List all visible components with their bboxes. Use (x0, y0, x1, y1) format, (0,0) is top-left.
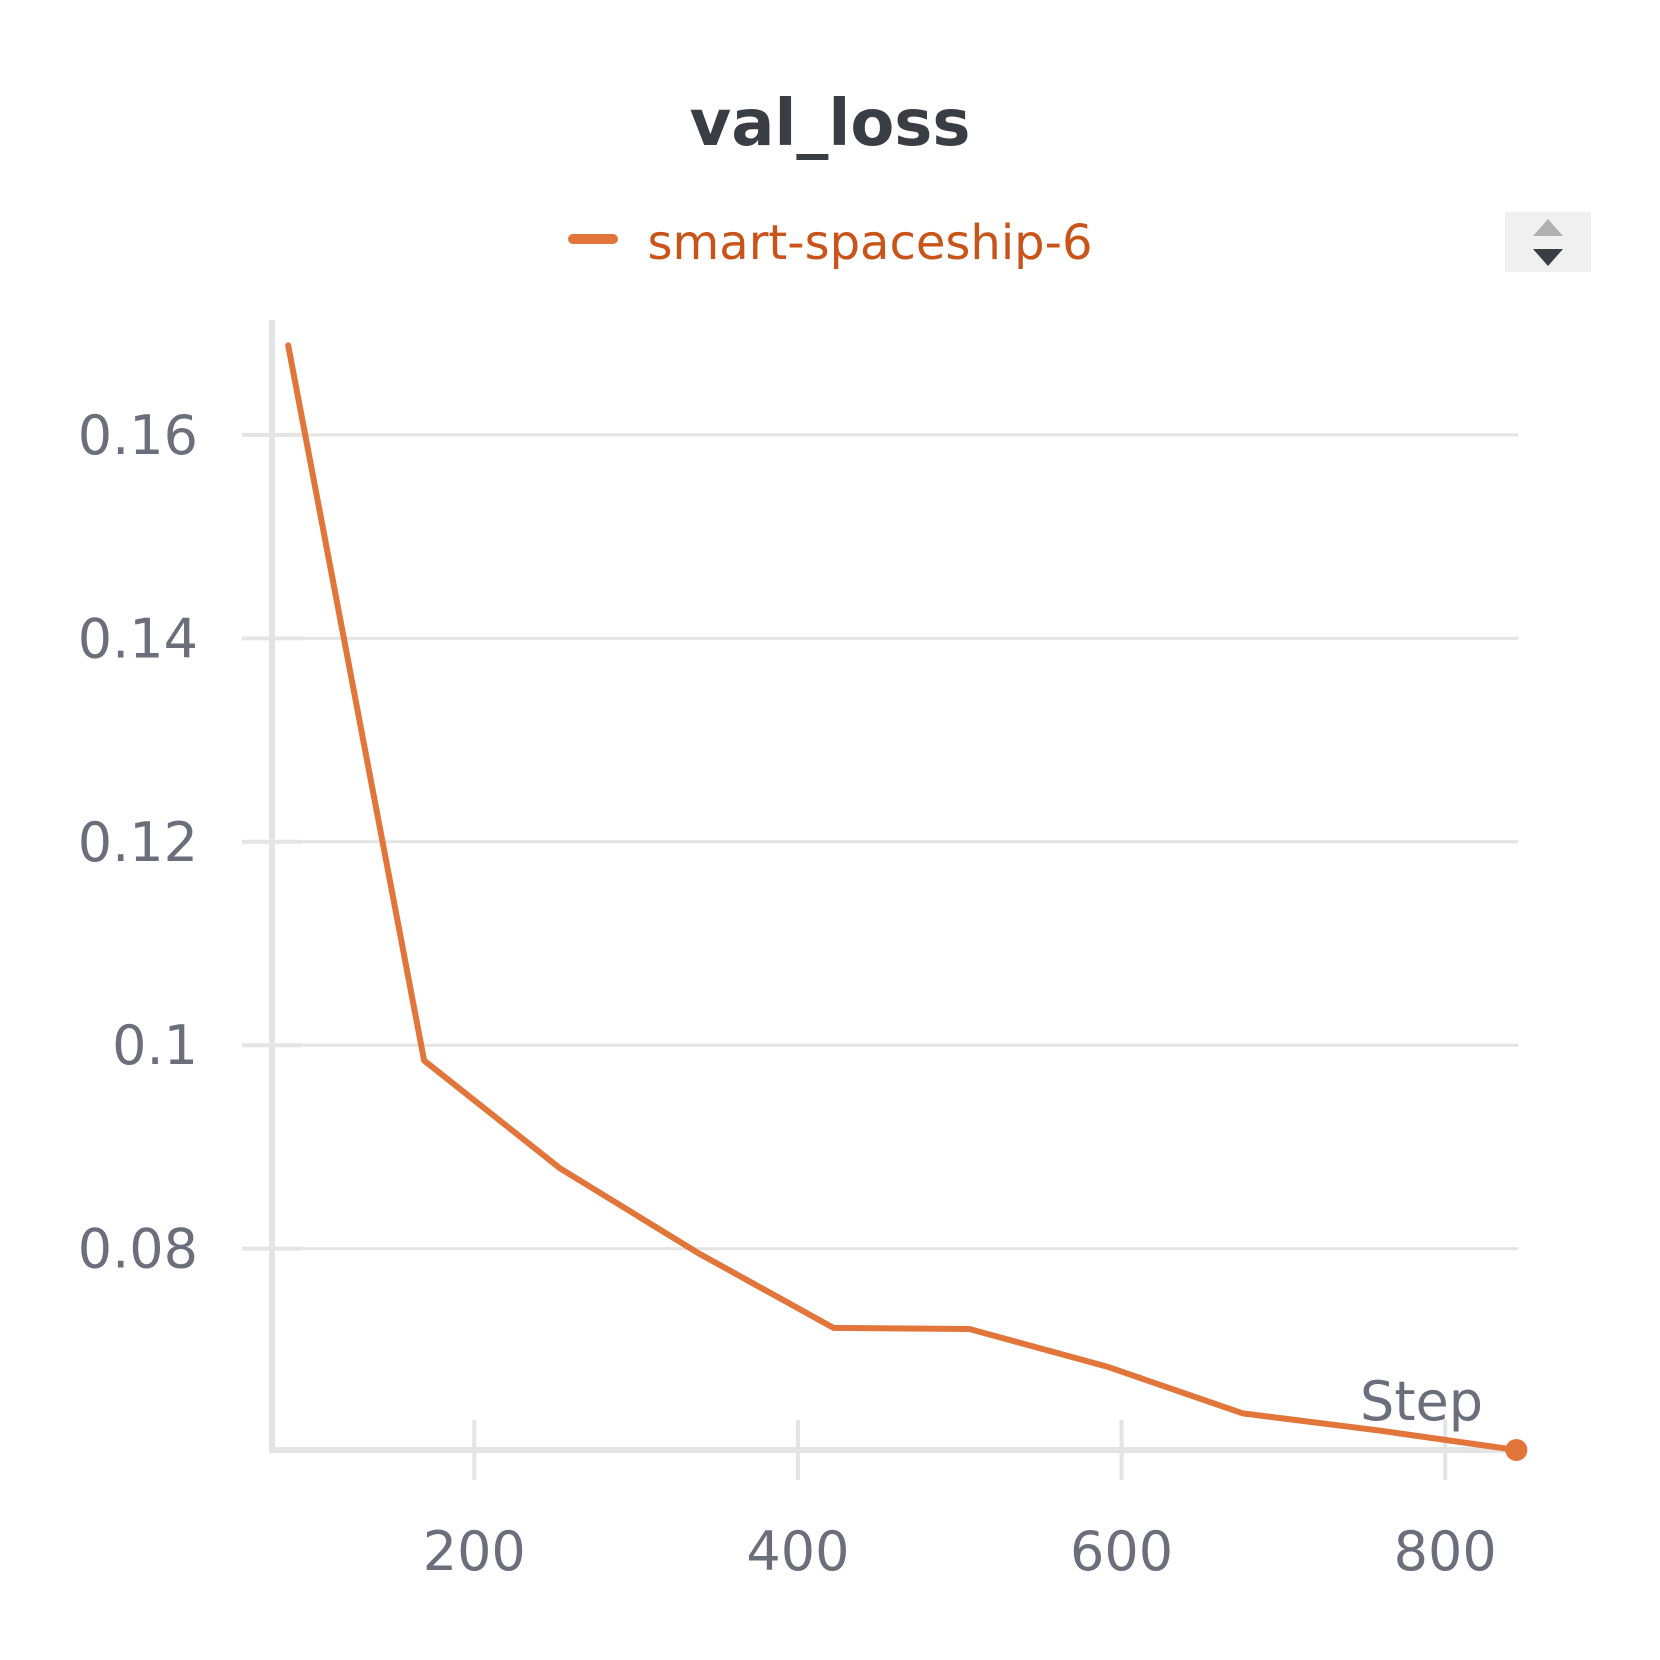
tick-labels: 0.08 0.1 0.12 0.14 0.16 200 400 600 800 (78, 404, 1497, 1583)
x-tick-label: 200 (423, 1520, 526, 1583)
series-lines (285, 342, 1528, 1461)
series-end-point (1505, 1439, 1528, 1461)
series-line (285, 342, 1520, 1453)
y-tick-label: 0.16 (78, 404, 198, 467)
x-tick-label: 800 (1394, 1520, 1497, 1583)
x-axis-label: Step (1360, 1370, 1483, 1433)
legend-swatch (567, 234, 618, 244)
sort-arrows-icon (1533, 219, 1563, 266)
chart-title: val_loss (689, 87, 971, 161)
y-tick-label: 0.14 (78, 607, 198, 670)
legend-sort-toggle[interactable] (1505, 212, 1591, 272)
y-tick-label: 0.08 (78, 1218, 198, 1281)
y-tick-label: 0.12 (78, 811, 198, 874)
x-tick-label: 600 (1070, 1520, 1173, 1583)
axes (242, 320, 1518, 1480)
x-tick-label: 400 (746, 1520, 849, 1583)
grid-lines (272, 433, 1518, 1251)
legend: smart-spaceship-6 (0, 210, 1660, 273)
legend-series-label: smart-spaceship-6 (647, 215, 1093, 271)
y-tick-label: 0.1 (112, 1014, 198, 1077)
